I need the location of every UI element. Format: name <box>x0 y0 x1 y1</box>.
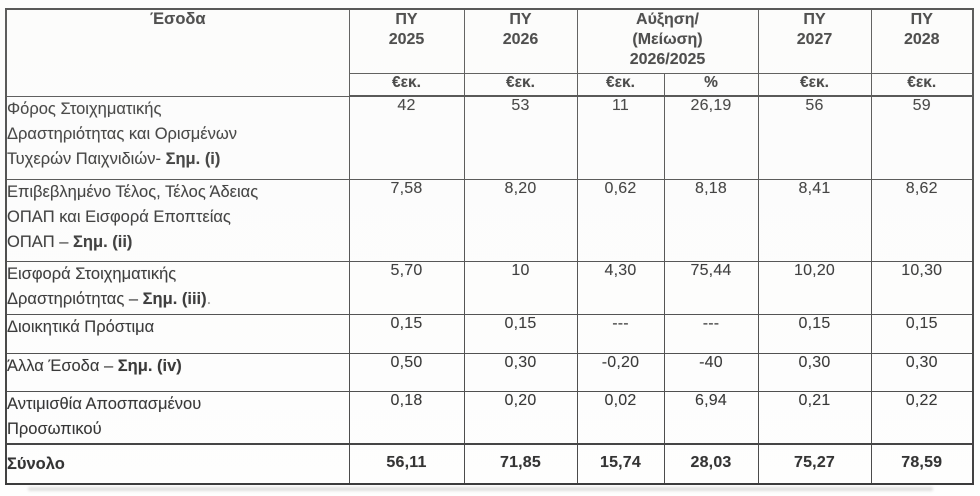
value-cell: 0,02 <box>576 390 665 445</box>
column-header-py2027: ΠΥ 2027 <box>757 8 872 74</box>
value-cell: 0,22 <box>870 390 974 445</box>
value-cell: 11 <box>576 95 665 180</box>
row-label: Αντιμισθία Αποσπασμένου Προσωπικού <box>7 394 202 438</box>
value-cell: -0,20 <box>576 352 665 392</box>
total-label: Σύνολο <box>5 443 350 485</box>
header-row-main: Έσοδα ΠΥ 2025 ΠΥ 2026 Αύξηση/ (Μείωση) 2… <box>5 8 974 97</box>
row-note: Σημ. (iii) <box>138 289 207 308</box>
row-note: Σημ. (ii) <box>68 232 133 251</box>
table-row: Φόρος Στοιχηματικής Δραστηριότητας και Ο… <box>5 95 974 180</box>
value-cell: 75,44 <box>663 260 759 315</box>
row-label-cell: Επιβεβλημένο Τέλος, Τέλος Άδειας ΟΠΑΠ κα… <box>5 178 350 262</box>
revenue-budget-table: Έσοδα ΠΥ 2025 ΠΥ 2026 Αύξηση/ (Μείωση) 2… <box>5 8 975 485</box>
row-suffix: . <box>206 289 212 308</box>
value-cell: 42 <box>348 95 465 180</box>
row-label: Επιβεβλημένο Τέλος, Τέλος Άδειας ΟΠΑΠ κα… <box>7 182 259 251</box>
value-cell: 0,20 <box>463 390 578 445</box>
total-value-py2027: 75,27 <box>757 443 872 485</box>
value-cell: 0,15 <box>757 313 872 354</box>
unit-header-py2026: €εκ. <box>463 72 578 97</box>
row-label: Εισφορά Στοιχηματικής Δραστηριότητας – <box>7 264 177 308</box>
value-cell: 0,15 <box>463 313 578 354</box>
row-label: Άλλα Έσοδα – <box>7 356 114 375</box>
value-cell: 5,70 <box>348 260 465 315</box>
value-cell: 10 <box>463 260 578 315</box>
value-cell: 8,62 <box>870 178 974 262</box>
value-cell: 59 <box>870 95 974 180</box>
table-header: Έσοδα ΠΥ 2025 ΠΥ 2026 Αύξηση/ (Μείωση) 2… <box>5 8 974 97</box>
value-cell: --- <box>663 313 759 354</box>
row-label-cell: Φόρος Στοιχηματικής Δραστηριότητας και Ο… <box>5 95 350 180</box>
value-cell: 0,21 <box>757 390 872 445</box>
header-row-units: €εκ. €εκ. €εκ. % €εκ. €εκ. <box>6 72 974 97</box>
column-header-revenue: Έσοδα <box>5 8 350 97</box>
value-cell: 26,19 <box>663 95 759 180</box>
value-cell: 0,30 <box>463 352 578 392</box>
total-value-py2026: 71,85 <box>463 443 578 485</box>
unit-header-change-eur: €εκ. <box>576 72 665 97</box>
value-cell: 53 <box>463 95 578 180</box>
value-cell: --- <box>576 313 665 354</box>
value-cell: 0,15 <box>348 313 465 354</box>
unit-header-py2025: €εκ. <box>348 72 465 97</box>
table-row: Αντιμισθία Αποσπασμένου Προσωπικού 0,18 … <box>5 390 974 445</box>
value-cell: 7,58 <box>348 178 465 262</box>
value-cell: 0,30 <box>870 352 974 392</box>
total-value-py2025: 56,11 <box>348 443 465 485</box>
value-cell: -40 <box>663 352 759 392</box>
scan-artifact-smudge <box>28 487 933 491</box>
row-label-cell: Εισφορά Στοιχηματικής Δραστηριότητας – Σ… <box>5 260 350 315</box>
table-body: Φόρος Στοιχηματικής Δραστηριότητας και Ο… <box>5 95 974 445</box>
total-row: Σύνολο 56,11 71,85 15,74 28,03 75,27 78,… <box>5 443 974 485</box>
row-label: Διοικητικά Πρόστιμα <box>7 317 155 336</box>
row-label-cell: Αντιμισθία Αποσπασμένου Προσωπικού <box>5 390 350 445</box>
total-value-py2028: 78,59 <box>870 443 974 485</box>
value-cell: 4,30 <box>576 260 665 315</box>
table-footer: Σύνολο 56,11 71,85 15,74 28,03 75,27 78,… <box>5 443 974 485</box>
column-header-change-2026-2025: Αύξηση/ (Μείωση) 2026/2025 <box>576 8 759 74</box>
total-value-change-pct: 28,03 <box>663 443 759 485</box>
row-note: Σημ. (i) <box>160 149 221 168</box>
value-cell: 0,18 <box>348 390 465 445</box>
total-value-change-eur: 15,74 <box>576 443 665 485</box>
value-cell: 10,20 <box>757 260 872 315</box>
unit-header-py2028: €εκ. <box>870 72 974 97</box>
value-cell: 0,30 <box>757 352 872 392</box>
table-row: Εισφορά Στοιχηματικής Δραστηριότητας – Σ… <box>5 260 974 315</box>
unit-header-py2027: €εκ. <box>757 72 872 97</box>
value-cell: 8,41 <box>757 178 872 262</box>
value-cell: 0,50 <box>348 352 465 392</box>
row-note: Σημ. (iv) <box>113 356 182 375</box>
value-cell: 56 <box>757 95 872 180</box>
row-label: Φόρος Στοιχηματικής Δραστηριότητας και Ο… <box>7 99 238 168</box>
row-label-cell: Διοικητικά Πρόστιμα <box>5 313 350 354</box>
value-cell: 6,94 <box>663 390 759 445</box>
table-row: Άλλα Έσοδα – Σημ. (iv) 0,50 0,30 -0,20 -… <box>5 352 974 392</box>
value-cell: 0,15 <box>870 313 974 354</box>
column-header-py2028: ΠΥ 2028 <box>870 8 974 74</box>
value-cell: 8,18 <box>663 178 759 262</box>
value-cell: 8,20 <box>463 178 578 262</box>
value-cell: 0,62 <box>576 178 665 262</box>
table-row: Διοικητικά Πρόστιμα 0,15 0,15 --- --- 0,… <box>5 313 974 354</box>
unit-header-change-pct: % <box>663 72 759 97</box>
table-row: Επιβεβλημένο Τέλος, Τέλος Άδειας ΟΠΑΠ κα… <box>5 178 974 262</box>
column-header-py2026: ΠΥ 2026 <box>463 8 578 74</box>
column-header-py2025: ΠΥ 2025 <box>348 8 465 74</box>
value-cell: 10,30 <box>870 260 974 315</box>
row-label-cell: Άλλα Έσοδα – Σημ. (iv) <box>5 352 350 392</box>
